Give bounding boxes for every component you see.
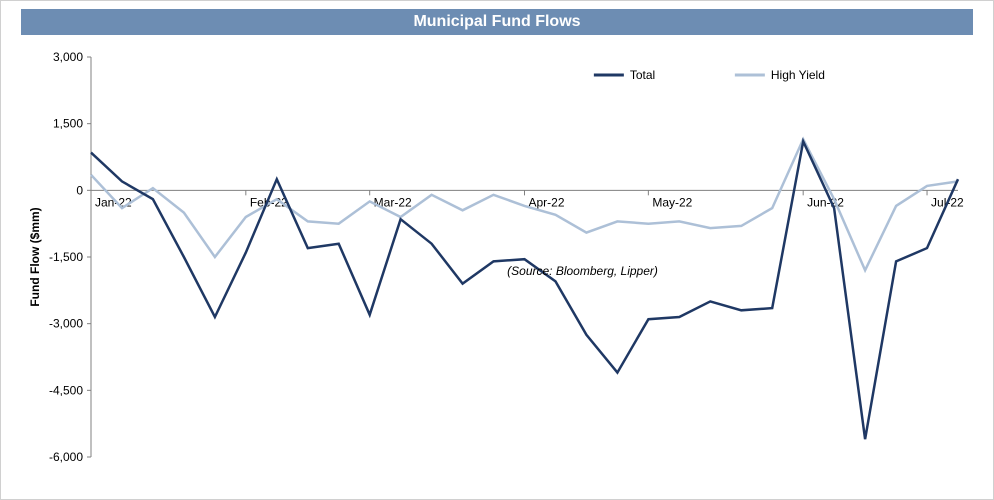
y-tick-label: -3,000 [49, 317, 83, 331]
y-tick-label: 1,500 [53, 117, 83, 131]
x-month-label: May-22 [652, 195, 692, 209]
chart-container: Municipal Fund Flows 3,000 1,500 0 -1,500 -3… [0, 0, 994, 500]
source-text: (Source: Bloomberg, Lipper) [507, 264, 658, 278]
y-tick-label: -6,000 [49, 450, 83, 464]
line-chart-svg: 3,0001,5000-1,500-3,000-4,500-6,000Jan-2… [21, 47, 973, 477]
legend-label: Total [630, 68, 655, 82]
y-tick-label: 0 [76, 183, 83, 197]
y-tick-label: -4,500 [49, 383, 83, 397]
y-tick-label: 3,000 [53, 50, 83, 64]
y-tick-label: -1,500 [49, 250, 83, 264]
x-month-label: Apr-22 [529, 195, 565, 209]
legend-label: High Yield [771, 68, 825, 82]
chart-title: Municipal Fund Flows [21, 9, 973, 35]
chart-zone: 3,0001,5000-1,500-3,000-4,500-6,000Jan-2… [21, 47, 973, 477]
y-axis-title: Fund Flow ($mm) [28, 207, 42, 306]
